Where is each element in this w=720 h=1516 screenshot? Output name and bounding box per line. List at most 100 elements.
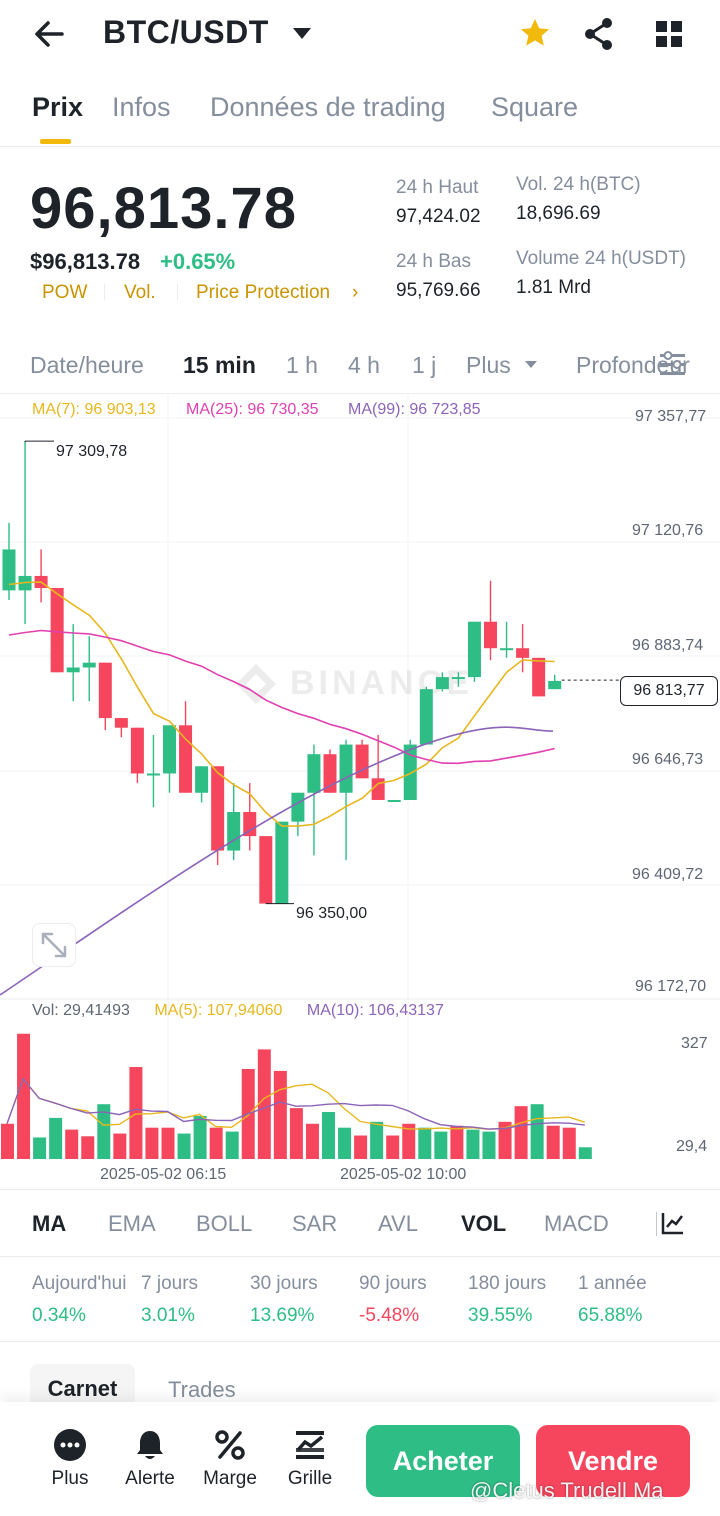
watermark-text: @Cletus Trudell Ma xyxy=(470,1478,664,1503)
perf-label: 30 jours xyxy=(250,1273,318,1294)
volume-bar xyxy=(514,1106,528,1159)
high-price-annotation: 97 309,78 xyxy=(56,443,128,460)
volume-bar xyxy=(354,1135,368,1159)
chart-settings-icon[interactable] xyxy=(658,351,688,384)
candle-body xyxy=(339,744,353,793)
candle-body xyxy=(130,727,144,774)
interval-4h[interactable]: 4 h xyxy=(348,352,380,378)
sell-button[interactable]: Vendre xyxy=(536,1425,690,1497)
volume-bar xyxy=(257,1049,271,1159)
volume-bar xyxy=(193,1115,207,1159)
indicator-boll[interactable]: BOLL xyxy=(196,1211,253,1236)
candle-body xyxy=(467,621,481,678)
divider xyxy=(0,146,720,147)
grid-trading-button[interactable]: Grille xyxy=(275,1428,345,1498)
ma25-legend: MA(25): 96 730,35 xyxy=(186,401,319,418)
tab-prix[interactable]: Prix xyxy=(32,92,84,122)
indicator-ma[interactable]: MA xyxy=(32,1211,67,1236)
ma99-line xyxy=(0,726,554,996)
grid-trading-label: Grille xyxy=(287,1468,333,1489)
ma7-line xyxy=(8,581,555,827)
buy-button[interactable]: Acheter xyxy=(366,1425,520,1497)
pair-title[interactable]: BTC/USDT xyxy=(103,14,269,50)
interval-1h[interactable]: 1 h xyxy=(286,352,318,378)
tag-vol[interactable]: Vol. xyxy=(124,282,156,303)
expand-chart-icon[interactable] xyxy=(32,923,76,967)
interval-date-time[interactable]: Date/heure xyxy=(30,352,144,378)
price-change: +0.65% xyxy=(160,249,236,274)
candle-body xyxy=(500,648,514,651)
candle-body xyxy=(82,662,96,668)
tab-square[interactable]: Square xyxy=(491,92,579,122)
indicator-ema[interactable]: EMA xyxy=(108,1211,156,1236)
chevron-right-icon[interactable]: › xyxy=(352,282,359,303)
candle-body xyxy=(484,621,497,649)
perf-value: 13.69% xyxy=(250,1305,315,1326)
indicator-sar[interactable]: SAR xyxy=(292,1211,338,1236)
perf-value: 65.88% xyxy=(578,1305,643,1326)
candle-body xyxy=(403,744,417,800)
interval-more[interactable]: Plus xyxy=(466,352,511,378)
candle-body xyxy=(275,821,289,904)
candlestick-chart[interactable]: BINANCE xyxy=(0,394,720,1189)
volume-bar xyxy=(97,1104,111,1159)
volume-bar xyxy=(498,1121,512,1159)
high-marker-line xyxy=(24,440,54,443)
vol-usdt-label: Volume 24 h(USDT) xyxy=(516,248,687,269)
bell-icon xyxy=(137,1431,163,1459)
x-tick-label: 2025-05-02 10:00 xyxy=(340,1166,467,1183)
perf-label: 90 jours xyxy=(359,1273,427,1294)
interval-15min[interactable]: 15 min xyxy=(183,352,256,378)
volume-legend-vol: Vol: 29,41493 xyxy=(32,1002,130,1019)
volume-bar xyxy=(1,1123,14,1159)
divider xyxy=(0,1189,720,1190)
indicator-vol[interactable]: VOL xyxy=(461,1211,507,1236)
candle-body xyxy=(146,773,160,776)
tag-pow[interactable]: POW xyxy=(42,282,88,303)
volume-bar xyxy=(482,1131,496,1159)
volume-bar xyxy=(145,1127,159,1159)
candle-body xyxy=(291,792,305,822)
indicator-avl[interactable]: AVL xyxy=(378,1211,418,1236)
caret-down-icon[interactable] xyxy=(524,358,538,376)
volume-bar xyxy=(578,1147,592,1159)
more-button[interactable]: Plus xyxy=(35,1428,105,1498)
tab-trading-data[interactable]: Données de trading xyxy=(210,92,446,122)
perf-label: 180 jours xyxy=(468,1273,547,1294)
tag-price-protection[interactable]: Price Protection xyxy=(196,282,331,303)
volume-bar xyxy=(322,1112,335,1159)
candle-body xyxy=(163,725,176,774)
tab-trades[interactable]: Trades xyxy=(168,1377,236,1402)
volume-bar xyxy=(209,1127,223,1159)
tag-separator xyxy=(104,284,105,300)
low-price-annotation: 96 350,00 xyxy=(296,905,368,922)
candle-body xyxy=(114,718,128,728)
candle-body xyxy=(227,812,241,851)
star-icon[interactable] xyxy=(516,14,554,54)
divider xyxy=(0,1341,720,1342)
perf-value: 3.01% xyxy=(141,1305,195,1326)
divider xyxy=(0,1256,720,1257)
alert-button[interactable]: Alerte xyxy=(115,1428,185,1498)
active-tab-indicator xyxy=(40,139,71,144)
alert-label: Alerte xyxy=(125,1468,175,1489)
low-24h-label: 24 h Bas xyxy=(396,251,471,272)
caret-down-icon[interactable] xyxy=(290,24,314,44)
share-icon[interactable] xyxy=(580,14,618,54)
indicator-macd[interactable]: MACD xyxy=(544,1211,609,1236)
candle-body xyxy=(243,812,257,837)
grid-icon[interactable] xyxy=(650,14,688,54)
volume-bar xyxy=(338,1127,352,1159)
tab-infos[interactable]: Infos xyxy=(112,92,171,122)
volume-bar xyxy=(17,1033,31,1159)
margin-button[interactable]: Marge xyxy=(195,1428,265,1498)
candle-body xyxy=(387,799,401,802)
indicator-settings-icon[interactable] xyxy=(660,1210,686,1241)
volume-y-tick: 327 xyxy=(681,1035,708,1052)
perf-value: -5.48% xyxy=(359,1305,420,1326)
back-arrow-icon[interactable] xyxy=(28,14,72,54)
high-24h-value: 97,424.02 xyxy=(396,206,481,227)
grid-bot-icon xyxy=(296,1431,324,1459)
volume-bar xyxy=(418,1127,432,1159)
interval-1d[interactable]: 1 j xyxy=(412,352,437,378)
